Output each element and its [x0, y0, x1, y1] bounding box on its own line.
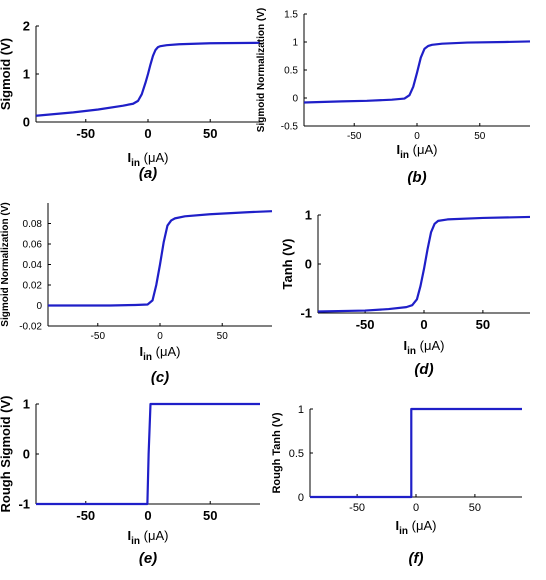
chart-panel-f: -50 0 50 0 0.5 1 Rough Tanh (V) Iin (μA) (f) [271, 404, 522, 567]
x-axis-label: Iin (μA) [128, 528, 169, 547]
x-tick-label: -50 [76, 508, 95, 523]
y-axis-label: Sigmoid Normalization (V) [0, 202, 11, 326]
y-tick-label: -1 [300, 306, 312, 321]
y-tick-label: 0 [298, 492, 304, 504]
y-tick-label: 1 [23, 67, 30, 82]
y-tick-label: 0.06 [23, 240, 43, 251]
y-tick-label: -1 [18, 497, 30, 512]
y-axis-label: Tanh (V) [280, 238, 295, 289]
series-line [317, 215, 531, 313]
x-tick-label: 0 [414, 131, 420, 142]
y-axis-label: Sigmoid (V) [0, 38, 13, 110]
y-tick-label: 0 [36, 301, 42, 312]
panel-label: (f) [409, 550, 424, 567]
y-tick-label: -0.02 [19, 322, 42, 333]
x-axis-label: Iin (μA) [128, 150, 169, 169]
panel-label: (e) [139, 550, 157, 567]
y-tick-label: 1 [292, 38, 298, 49]
y-tick-label: 1.5 [284, 10, 298, 21]
y-tick-label: 0.02 [23, 281, 43, 292]
panel-label: (a) [139, 165, 157, 182]
chart-panel-b: -50 0 50 -0.5 0 0.5 1 1.5 Sigmoid Normalization … [256, 8, 531, 186]
y-tick-label: 0.5 [289, 448, 304, 460]
x-tick-label: 50 [203, 126, 217, 141]
x-tick-label: 50 [217, 331, 229, 342]
x-tick-label: -50 [347, 131, 362, 142]
y-tick-label: 1 [298, 404, 304, 416]
x-tick-label: 0 [413, 502, 419, 514]
y-tick-label: 2 [23, 19, 30, 34]
x-tick-label: -50 [91, 331, 106, 342]
x-tick-label: 0 [157, 331, 163, 342]
x-axis-label: Iin (μA) [396, 518, 437, 537]
x-tick-label: -50 [76, 126, 95, 141]
y-axis-label: Rough Tanh (V) [271, 412, 283, 493]
x-tick-label: 0 [420, 317, 427, 332]
x-tick-label: -50 [349, 502, 365, 514]
y-tick-label: 0.08 [23, 219, 43, 230]
y-tick-label: 0 [292, 94, 298, 105]
chart-panel-e: -50 0 50 -1 0 1 Rough Sigmoid (V) Iin (μA) (e) [0, 396, 260, 567]
panel-label: (c) [151, 369, 169, 386]
x-tick-label: 50 [474, 131, 486, 142]
y-tick-label: 1 [23, 397, 30, 412]
x-tick-label: 50 [476, 317, 490, 332]
y-tick-label: 0 [23, 115, 30, 130]
y-tick-label: 0 [23, 447, 30, 462]
series-line [35, 41, 261, 117]
y-tick-label: 1 [305, 208, 312, 223]
x-axis-label: Iin (μA) [397, 142, 438, 161]
x-tick-label: 50 [203, 508, 217, 523]
y-tick-label: 0.5 [284, 66, 298, 77]
series-line [48, 210, 273, 307]
x-tick-label: 0 [144, 508, 151, 523]
series-line [36, 402, 260, 506]
panel-label: (b) [407, 169, 426, 186]
chart-panel-a: -50 0 50 0 1 2 Sigmoid (V) Iin (μA)(a) [0, 19, 261, 182]
panel-label: (d) [414, 361, 433, 378]
x-tick-label: 0 [144, 126, 151, 141]
y-tick-label: -0.5 [281, 122, 299, 133]
chart-panel-d: -50 0 50 -1 0 1 Tanh (V) Iin (μA) (d) [280, 208, 531, 378]
x-axis-label: Iin (μA) [140, 344, 181, 363]
chart-panel-c: -50 0 50 -0.02 0 0.02 0.04 0.06 0.08 Sigmoid Norm… [0, 202, 273, 386]
series-line [303, 40, 531, 104]
x-axis-label: Iin (μA) [404, 338, 445, 357]
y-axis-label: Rough Sigmoid (V) [0, 396, 13, 513]
x-tick-label: -50 [356, 317, 375, 332]
y-axis-label: Sigmoid Normalization (V) [256, 8, 267, 132]
y-tick-label: 0 [305, 257, 312, 272]
y-tick-label: 0.04 [23, 260, 43, 271]
series-line [310, 407, 522, 499]
x-tick-label: 50 [469, 502, 481, 514]
